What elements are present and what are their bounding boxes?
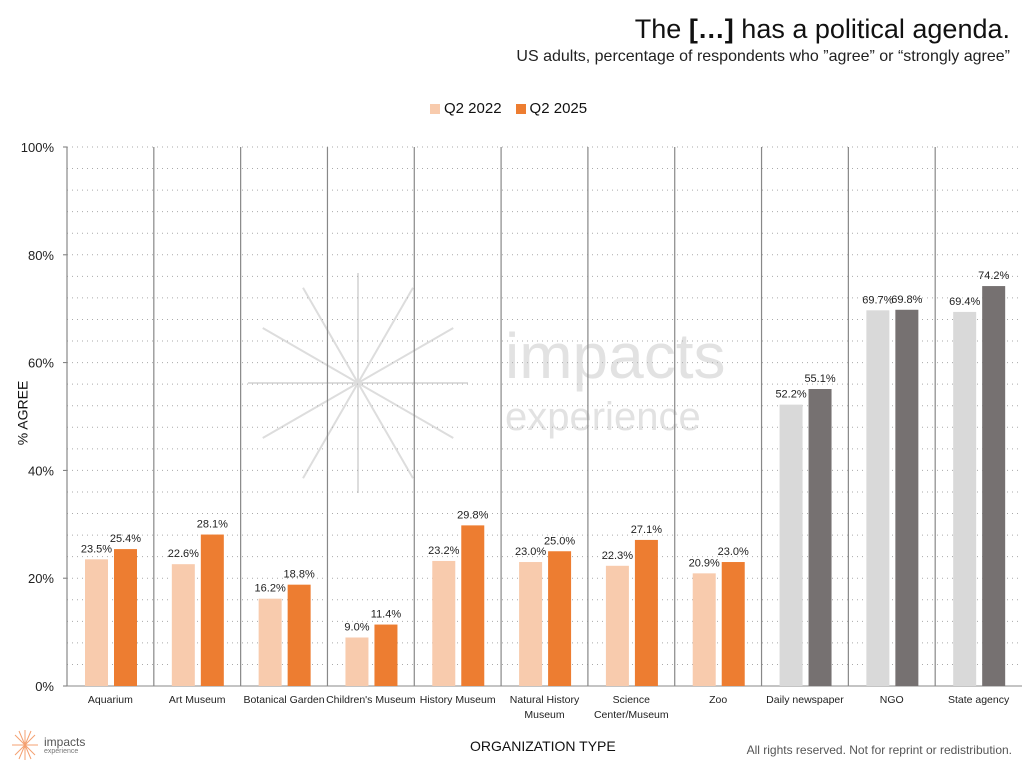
bar-Q2-2025 <box>721 562 745 686</box>
legend-item-2025: Q2 2025 <box>515 100 587 117</box>
legend: Q2 2022 Q2 2025 <box>430 100 587 117</box>
y-tick-label: 40% <box>28 463 54 478</box>
y-tick-label: 100% <box>21 140 55 155</box>
x-axis-title: ORGANIZATION TYPE <box>470 738 616 754</box>
bar-Q2-2022 <box>85 559 108 686</box>
x-tick-label: Children's Museum <box>326 694 416 706</box>
bar-Q2-2022 <box>866 310 890 686</box>
chart-title: The […] has a political agenda. <box>634 14 1010 44</box>
bar-Q2-2022 <box>605 565 629 686</box>
data-label: 69.4% <box>949 296 980 308</box>
starburst-icon <box>12 730 38 760</box>
x-tick-label: Art Museum <box>169 694 226 706</box>
data-label: 23.2% <box>428 545 459 557</box>
x-tick-label: Center/Museum <box>594 709 669 721</box>
bar-Q2-2022 <box>692 573 716 686</box>
bar-Q2-2025 <box>634 539 658 686</box>
y-tick-label: 0% <box>35 679 54 694</box>
logo: impacts experience <box>10 728 85 762</box>
data-label: 11.4% <box>371 609 402 621</box>
data-label: 25.0% <box>544 535 575 547</box>
bar-Q2-2025 <box>461 525 485 686</box>
x-tick-label: Botanical Garden <box>243 694 324 706</box>
bar-Q2-2022 <box>779 404 803 686</box>
bar-Q2-2025 <box>114 549 137 686</box>
bar-Q2-2022 <box>519 562 543 686</box>
chart-subtitle: US adults, percentage of respondents who… <box>516 48 1010 65</box>
data-label: 28.1% <box>197 519 228 531</box>
data-label: 16.2% <box>255 583 286 595</box>
x-tick-label: Museum <box>524 709 565 721</box>
bar-Q2-2022 <box>171 564 195 686</box>
data-label: 23.0% <box>718 546 749 558</box>
data-label: 23.0% <box>515 546 546 558</box>
y-tick-label: 60% <box>28 356 54 371</box>
bar-Q2-2025 <box>200 534 224 686</box>
data-label: 9.0% <box>344 621 369 633</box>
x-tick-label: Science <box>613 694 651 706</box>
data-label: 18.8% <box>284 569 315 581</box>
legend-swatch <box>430 103 440 114</box>
x-tick-label: Natural History <box>510 694 580 706</box>
bar-Q2-2025 <box>548 551 572 686</box>
data-label: 22.6% <box>168 548 199 560</box>
watermark-ray <box>262 327 454 439</box>
bar-Q2-2025 <box>895 309 919 686</box>
watermark-text: impacts <box>505 320 726 392</box>
data-label: 22.3% <box>602 550 633 562</box>
data-label: 52.2% <box>775 389 806 401</box>
legend-item-2022: Q2 2022 <box>430 100 502 117</box>
x-tick-label: Zoo <box>709 694 727 706</box>
data-label: 55.1% <box>804 373 835 385</box>
data-label: 27.1% <box>631 524 662 536</box>
x-tick-label: Daily newspaper <box>766 694 844 706</box>
data-label: 29.8% <box>457 509 488 521</box>
bar-Q2-2025 <box>808 389 832 686</box>
y-tick-label: 20% <box>28 571 54 586</box>
x-tick-label: NGO <box>880 694 904 706</box>
x-tick-label: State agency <box>948 694 1010 706</box>
data-label: 69.8% <box>891 294 922 306</box>
x-tick-label: Aquarium <box>88 694 133 706</box>
data-label: 69.7% <box>862 294 893 306</box>
x-tick-label: History Museum <box>420 694 496 706</box>
bar-Q2-2022 <box>432 560 456 686</box>
bar-Q2-2025 <box>982 286 1006 686</box>
copyright-notice: All rights reserved. Not for reprint or … <box>746 743 1012 757</box>
data-label: 23.5% <box>81 543 112 555</box>
bar-Q2-2022 <box>345 637 369 686</box>
y-tick-label: 80% <box>28 248 54 263</box>
data-label: 74.2% <box>978 270 1009 282</box>
bar-Q2-2025 <box>287 584 311 686</box>
data-label: 25.4% <box>110 533 141 545</box>
watermark-text: experience <box>505 395 701 439</box>
bar-Q2-2022 <box>258 598 282 686</box>
data-label: 20.9% <box>689 557 720 569</box>
bar-Q2-2025 <box>374 624 398 686</box>
bar-Q2-2022 <box>953 311 977 686</box>
legend-swatch <box>515 103 526 114</box>
